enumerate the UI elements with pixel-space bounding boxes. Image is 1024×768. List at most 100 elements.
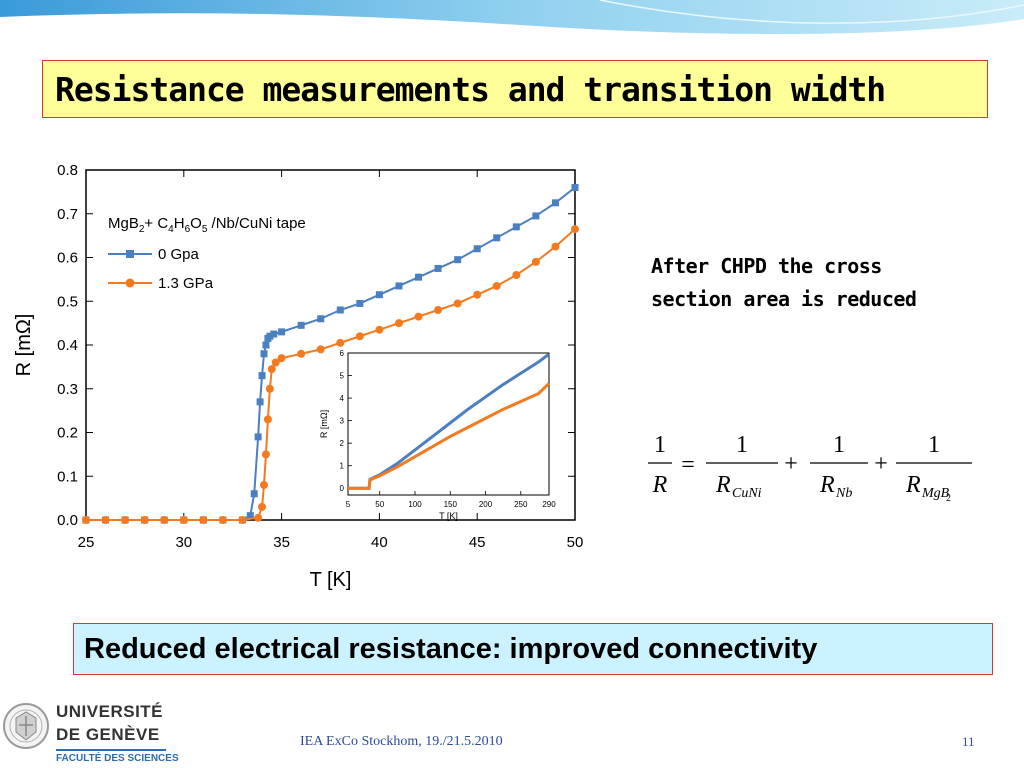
inset-y-tick-label: 5 (340, 372, 345, 381)
university-seal-icon (3, 703, 49, 749)
plus-sign: + (784, 451, 798, 477)
data-point (571, 184, 579, 191)
data-point (532, 212, 540, 220)
legend-label: 0 Gpa (158, 246, 200, 263)
legend-title-part: O (190, 215, 202, 232)
y-tick-label: 0.4 (57, 337, 78, 354)
data-point (238, 516, 247, 524)
data-point (355, 332, 364, 341)
slide-title: Resistance measurements and transition w… (55, 70, 886, 109)
legend-title-part: + C (144, 215, 168, 232)
data-point (160, 516, 169, 524)
lhs-denominator: R (652, 472, 668, 498)
data-point (395, 282, 403, 290)
data-point (336, 306, 344, 314)
data-point (266, 332, 274, 340)
legend-title-subscript: 2 (139, 224, 145, 235)
y-tick-label: 0.2 (57, 425, 78, 442)
legend-title-subscript: 6 (185, 224, 191, 235)
term-0-numerator: 1 (736, 432, 748, 458)
x-axis-label: T [K] (310, 569, 352, 591)
inset-x-tick-label: 250 (514, 500, 528, 509)
y-tick-label: 0.7 (57, 206, 78, 223)
data-point (531, 257, 540, 266)
inset-x-axis-label: T [K] (439, 511, 458, 521)
data-point (271, 358, 280, 367)
data-point (551, 242, 560, 251)
data-point (512, 223, 520, 231)
term-0-subscript: CuNi (732, 486, 762, 501)
inset-y-tick-label: 1 (340, 462, 345, 471)
y-tick-label: 0.5 (57, 293, 78, 310)
data-point (199, 516, 208, 524)
logo-line-3: FACULTÉ DES SCIENCES (56, 753, 179, 764)
lhs-numerator: 1 (654, 432, 666, 458)
footer-text: IEA ExCo Stockhom, 19./21.5.2010 (300, 734, 503, 749)
data-point (434, 306, 443, 314)
conclusion-box: Reduced electrical resistance: improved … (73, 623, 993, 675)
data-point (82, 516, 90, 524)
term-1-numerator: 1 (833, 432, 845, 458)
inset-y-tick-label: 3 (340, 417, 345, 426)
data-point (250, 490, 258, 498)
data-point (297, 349, 306, 358)
data-point (453, 299, 462, 308)
data-point (571, 225, 579, 234)
legend-title-subscript: 5 (202, 224, 208, 235)
y-tick-label: 0.3 (57, 381, 78, 398)
data-point (101, 516, 110, 524)
logo-line-2: DE GENÈVE (56, 725, 160, 744)
note-text: After CHPD the cross section area is red… (651, 250, 991, 316)
term-2-subscript: MgB (921, 486, 950, 501)
data-point (270, 330, 278, 338)
term-0-denominator: R (715, 472, 731, 498)
inset-y-tick-label: 4 (340, 394, 345, 403)
legend-title-part: /Nb/CuNi tape (207, 215, 305, 232)
y-tick-label: 0.6 (57, 250, 78, 267)
x-tick-label: 40 (371, 534, 388, 551)
data-point (473, 245, 481, 253)
inset-series-line-1 (348, 382, 551, 490)
data-point (267, 365, 276, 374)
inset-x-tick-label: 200 (479, 500, 493, 509)
university-logo: UNIVERSITÉ DE GENÈVE FACULTÉ DES SCIENCE… (0, 692, 180, 768)
term-2-denominator: R (905, 472, 921, 498)
x-tick-label: 35 (273, 534, 290, 551)
term-1-denominator: R (819, 472, 835, 498)
legend-label: 1.3 GPa (158, 275, 214, 292)
term-2-subsubscript: 2 (946, 493, 951, 504)
data-point (265, 384, 274, 393)
legend-title: MgB2+ C4H6O5 /Nb/CuNi tape (108, 215, 306, 235)
data-point (551, 199, 559, 207)
data-point (454, 256, 462, 264)
logo-line-1: UNIVERSITÉ (56, 702, 164, 721)
data-point (121, 516, 130, 524)
data-point (375, 325, 384, 334)
inset-x-tick-label: 150 (444, 500, 458, 509)
data-point (278, 328, 286, 336)
data-point (258, 372, 266, 380)
plus-sign: + (874, 451, 888, 477)
legend-title-part: H (174, 215, 185, 232)
data-point (260, 350, 268, 358)
resistance-chart: 0.00.10.20.30.40.50.60.70.825 30 35 40 45 50T… (13, 162, 584, 591)
data-point (414, 312, 423, 321)
y-tick-label: 0.8 (57, 162, 78, 179)
data-point (218, 516, 227, 524)
term-2-numerator: 1 (928, 432, 940, 458)
data-point (415, 273, 423, 281)
legend-title-subscript: 4 (168, 224, 174, 235)
data-point (277, 354, 286, 363)
data-point (256, 398, 264, 406)
data-point (316, 345, 325, 354)
inset-x-tick-label: 290 (542, 500, 556, 509)
data-point (297, 321, 305, 329)
x-tick-label: 45 (469, 534, 486, 551)
data-point (254, 433, 262, 441)
data-point (179, 516, 188, 524)
resistance-equation: 1R=1R CuNi+1R Nb+1R MgB2 (648, 432, 972, 504)
x-tick-label: 25 (78, 534, 95, 551)
data-point (434, 264, 442, 272)
data-point (394, 319, 403, 328)
x-tick-label: 50 (567, 534, 584, 551)
